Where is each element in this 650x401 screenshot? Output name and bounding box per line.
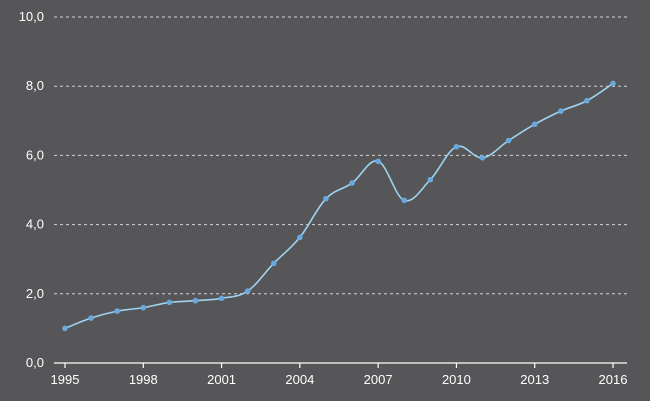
- data-point: [218, 295, 225, 302]
- data-point: [114, 308, 120, 314]
- x-tick-label: 2004: [285, 372, 314, 387]
- y-tick-label: 8,0: [26, 78, 44, 93]
- y-tick-label: 2,0: [26, 286, 44, 301]
- data-point: [453, 143, 460, 150]
- x-axis-tick-labels: 1995 1998 2001 2004 2007 2010 2013 2016: [51, 372, 628, 387]
- y-tick-label: 0,0: [26, 355, 44, 370]
- data-point: [584, 97, 590, 104]
- data-point: [323, 195, 329, 202]
- x-tick-label: 1998: [129, 372, 158, 387]
- data-point: [270, 260, 277, 267]
- data-point: [349, 180, 355, 186]
- data-point: [610, 80, 616, 87]
- data-points: [62, 80, 616, 332]
- data-point: [62, 325, 68, 332]
- y-axis-tick-labels: 0,0 2,0 4,0 6,0 8,0 10,0: [19, 9, 44, 370]
- data-point: [375, 158, 381, 165]
- x-tick-label: 2016: [599, 372, 628, 387]
- data-point: [166, 299, 173, 306]
- data-point: [401, 197, 408, 204]
- data-point: [505, 137, 512, 144]
- x-tick-label: 2013: [520, 372, 549, 387]
- series-line: [64, 82, 614, 330]
- data-point: [297, 234, 303, 241]
- data-point: [531, 121, 538, 128]
- x-tick-label: 2010: [442, 372, 471, 387]
- data-point: [88, 315, 94, 321]
- x-tick-label: 2001: [207, 372, 236, 387]
- x-tick-label: 1995: [51, 372, 80, 387]
- axes: [54, 362, 627, 368]
- series-line-layer: [64, 82, 614, 330]
- data-point: [192, 297, 199, 304]
- y-tick-label: 10,0: [19, 9, 44, 24]
- x-tick-label: 2007: [364, 372, 393, 387]
- data-point: [558, 108, 564, 114]
- y-tick-label: 4,0: [26, 217, 44, 232]
- y-tick-label: 6,0: [26, 147, 44, 162]
- data-point: [427, 176, 434, 183]
- data-point: [140, 304, 147, 311]
- data-point: [244, 288, 251, 294]
- data-point: [479, 155, 486, 161]
